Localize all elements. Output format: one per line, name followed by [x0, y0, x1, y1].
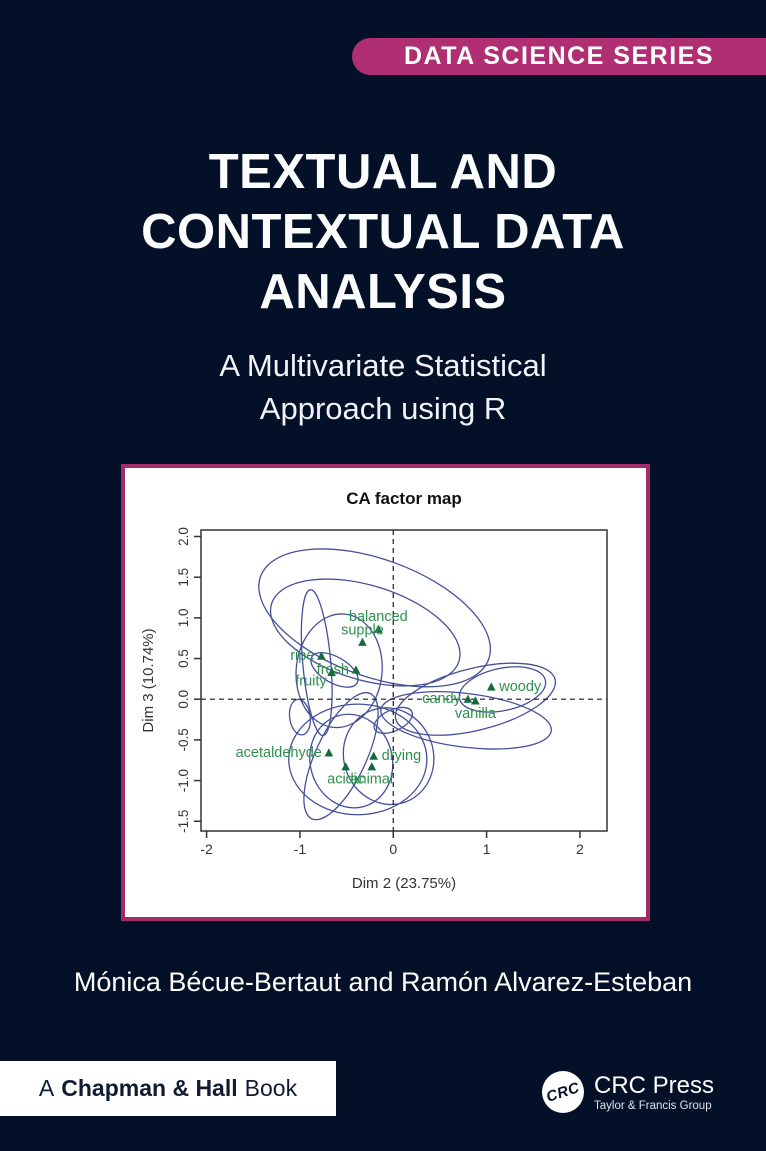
data-point-label-drying: drying — [382, 748, 422, 764]
confidence-ellipse — [458, 666, 547, 713]
book-title-line-2: CONTEXTUAL DATA — [141, 205, 625, 259]
y-tick-label: 1.0 — [176, 608, 191, 627]
ca-factor-map-panel: -2 -1 0 1 2 2.0 1.5 1.0 0.5 0.0 -0.5 -1.0 -1.5 Dim 2 … — [121, 464, 650, 921]
crc-tagline: Taylor & Francis Group — [594, 1100, 712, 1112]
data-point-woody — [486, 682, 496, 691]
x-tick-label: 0 — [389, 841, 397, 857]
y-tick-label: -1.0 — [176, 769, 191, 792]
confidence-ellipse — [394, 662, 557, 736]
data-point-label-animal: animal — [350, 772, 393, 788]
data-point-drying — [369, 751, 378, 760]
data-point-label-candy: candy — [422, 691, 461, 707]
data-point-fresh — [351, 665, 361, 674]
book-subtitle-line-1: A Multivariate Statistical — [219, 348, 547, 383]
x-tick-label: 1 — [483, 841, 491, 857]
confidence-ellipse — [288, 698, 312, 736]
data-point-label-acetaldehyde: acetaldehyde — [236, 745, 322, 761]
data-point-label-ripe: ripe — [290, 648, 314, 664]
confidence-ellipse — [269, 578, 461, 687]
book-title-line-3: ANALYSIS — [259, 265, 507, 319]
plot-frame — [200, 529, 608, 832]
x-tick-label: -1 — [294, 841, 307, 857]
data-point-label-fresh: fresh — [317, 662, 349, 678]
y-axis-title: Dim 3 (10.74%) — [140, 628, 157, 732]
book-subtitle: A Multivariate Statistical Approach usin… — [0, 344, 766, 430]
book-subtitle-line-2: Approach using R — [259, 391, 507, 426]
x-axis-title: Dim 2 (23.75%) — [352, 875, 456, 892]
confidence-ellipse — [309, 713, 394, 809]
data-point-fruity — [327, 667, 336, 676]
y-tick-label: -1.5 — [176, 810, 191, 833]
data-point-candy — [463, 694, 473, 703]
data-point-label-woody: woody — [498, 679, 542, 695]
x-tick-label: -2 — [200, 841, 213, 857]
confidence-ellipse — [295, 613, 383, 729]
chapman-prefix: A — [38, 1075, 55, 1101]
y-tick-label: 1.5 — [176, 568, 191, 587]
confidence-ellipse — [373, 706, 414, 734]
x-tick-label: 2 — [576, 841, 584, 857]
crc-press-name: CRC Press — [594, 1072, 715, 1099]
crc-press-logo: CRC CRC Press Taylor & Francis Group — [542, 1071, 714, 1113]
y-tick-label: 2.0 — [176, 527, 191, 546]
crc-monogram-label: CRC — [544, 1078, 582, 1106]
authors: Mónica Bécue-Bertaut and Ramón Alvarez-E… — [73, 967, 693, 997]
y-tick-label: -0.5 — [176, 728, 191, 751]
data-point-label-acidic: acidic — [327, 772, 364, 788]
confidence-ellipse — [342, 707, 435, 806]
confidence-ellipse — [303, 691, 379, 821]
data-point-label-fruity: fruity — [295, 673, 327, 689]
ca-factor-map-chart: -2 -1 0 1 2 2.0 1.5 1.0 0.5 0.0 -0.5 -1.0 -1.5 Dim 2 … — [140, 489, 608, 892]
data-point-acidic — [341, 762, 350, 771]
data-point-supple — [358, 637, 367, 646]
confidence-ellipse — [310, 652, 359, 688]
book-title: TEXTUAL AND CONTEXTUAL DATA ANALYSIS — [0, 142, 766, 322]
data-point-label-supple: supple — [341, 622, 384, 638]
chapman-hall-badge: A Chapman & Hall Book — [0, 1061, 336, 1116]
crc-monogram-icon: CRC — [542, 1071, 584, 1113]
series-banner-label: DATA SCIENCE SERIES — [403, 42, 715, 70]
y-tick-label: 0.0 — [176, 690, 191, 709]
book-title-line-1: TEXTUAL AND — [208, 145, 558, 199]
data-point-acetaldehyde — [324, 748, 334, 757]
chapman-name: Chapman & Hall — [61, 1075, 238, 1101]
data-point-label-vanilla: vanilla — [455, 706, 497, 722]
chapman-suffix: Book — [244, 1075, 298, 1101]
data-point-animal — [367, 762, 377, 771]
data-point-label-balanced: balanced — [349, 609, 408, 625]
series-banner: DATA SCIENCE SERIES — [352, 38, 766, 75]
data-point-ripe — [317, 651, 326, 660]
y-tick-label: 0.5 — [176, 649, 191, 668]
chart-title: CA factor map — [346, 489, 462, 508]
crc-text-block: CRC Press Taylor & Francis Group — [594, 1071, 714, 1112]
data-point-vanilla — [471, 696, 480, 705]
data-point-balanced — [374, 624, 383, 633]
confidence-ellipse — [288, 703, 428, 816]
confidence-ellipse — [380, 691, 553, 750]
